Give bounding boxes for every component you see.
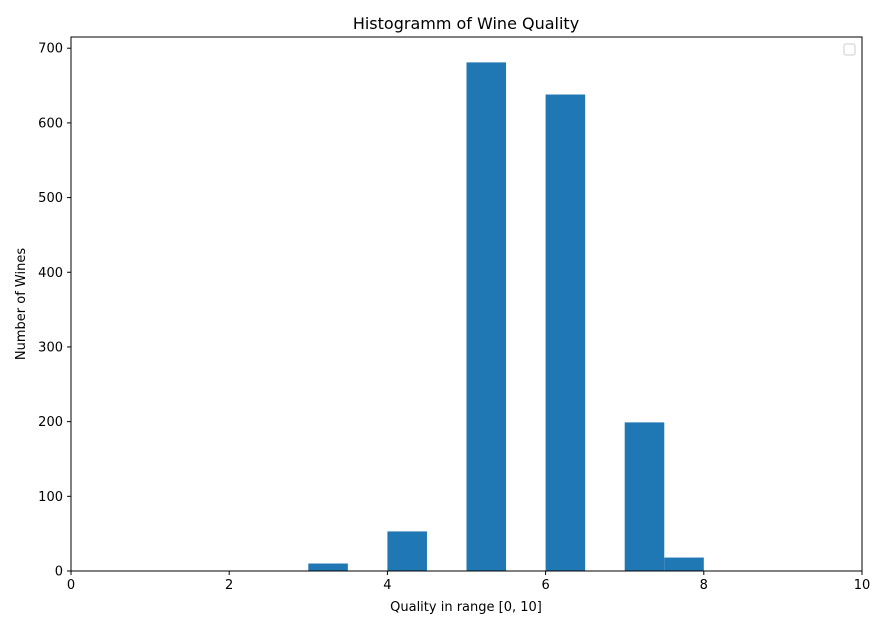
histogram-bar-0 xyxy=(308,563,348,571)
y-axis-label: Number of Wines xyxy=(14,248,29,360)
y-tick-label: 100 xyxy=(38,490,63,505)
histogram-bar-3 xyxy=(545,94,586,571)
y-tick-label: 0 xyxy=(55,565,63,580)
y-tick-label: 200 xyxy=(38,415,63,430)
x-tick-label: 10 xyxy=(854,578,871,593)
x-axis-ticks: 0 2 4 6 8 10 xyxy=(67,571,870,593)
y-tick-label: 600 xyxy=(38,116,63,131)
histogram-bar-4 xyxy=(624,422,665,571)
y-axis-ticks: 0 100 200 300 400 500 600 700 xyxy=(38,42,71,580)
y-tick-label: 500 xyxy=(38,191,63,206)
legend-box xyxy=(843,43,856,56)
y-tick-label: 400 xyxy=(38,266,63,281)
x-tick-label: 8 xyxy=(700,578,708,593)
x-tick-label: 4 xyxy=(383,578,391,593)
x-tick-label: 0 xyxy=(67,578,75,593)
x-tick-label: 2 xyxy=(225,578,233,593)
histogram-bar-2 xyxy=(466,62,507,571)
x-axis-label: Quality in range [0, 10] xyxy=(390,600,542,615)
histogram-bar-5 xyxy=(664,557,704,571)
x-tick-label: 6 xyxy=(541,578,549,593)
histogram-bar-1 xyxy=(387,531,427,571)
plot-area-frame xyxy=(70,36,863,572)
y-tick-label: 300 xyxy=(38,340,63,355)
bars-layer xyxy=(308,62,704,571)
chart-title: Histogramm of Wine Quality xyxy=(353,14,579,33)
y-tick-label: 700 xyxy=(38,42,63,57)
